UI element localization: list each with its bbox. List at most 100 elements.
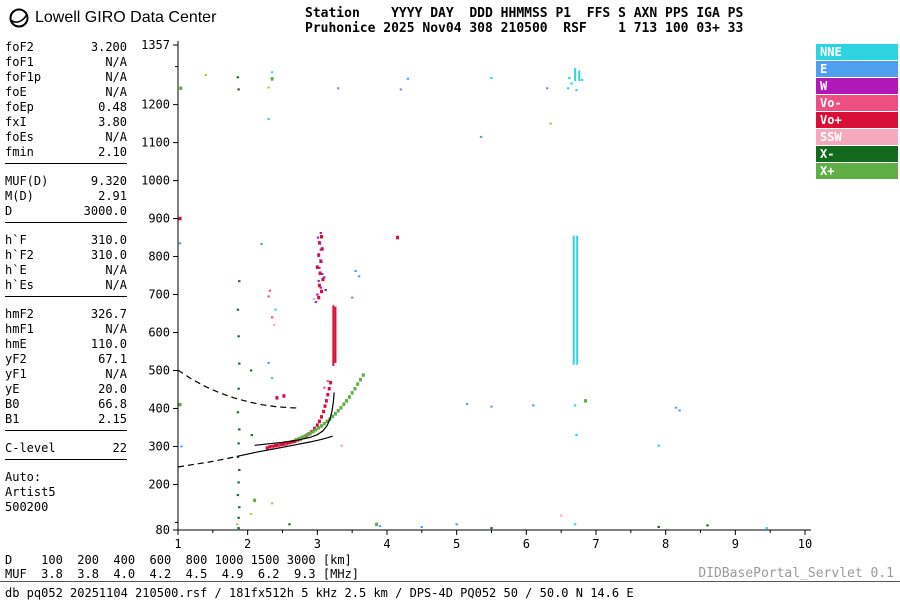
readout-label: yE xyxy=(5,382,20,396)
readout-value: 66.8 xyxy=(98,397,127,411)
y-tick-label: 300 xyxy=(148,439,170,453)
station-header-fields: Station YYYY DAY DDD HHMMSS P1 FFS S AXN… xyxy=(305,6,744,21)
readout-label: h`F xyxy=(5,233,27,247)
y-tick-label: 200 xyxy=(148,477,170,491)
ionogram-plot: 1357120011001000900800700600500400300200… xyxy=(141,38,812,551)
muf-row: MUF 3.8 3.8 4.0 4.2 4.5 4.9 6.2 9.3 [MHz… xyxy=(5,567,360,581)
x-tick-label: 6 xyxy=(523,537,530,551)
readout-group-0: foF2 3.200 foF1 N/A foF1p N/A foE N/A foEp 0.48 fx… xyxy=(5,40,127,164)
echo-series-vo-minus xyxy=(267,289,329,449)
readout-hmf2: hmF2 326.7 xyxy=(5,307,127,322)
readout-value: 22 xyxy=(112,441,127,455)
readout-c-level: C-level 22 xyxy=(5,441,127,456)
logo-text: Lowell GIRO Data Center xyxy=(35,9,217,26)
readout-h-f2: h`F2 310.0 xyxy=(5,248,127,263)
readout-foe: foE N/A xyxy=(5,85,127,100)
readout-label: M(D) xyxy=(5,189,34,203)
readout-group-3: hmF2 326.7 hmF1 N/A hmE 110.0 yF2 67.1 yF1 N/A yE 2… xyxy=(5,307,127,431)
legend-item-w: W xyxy=(816,78,898,94)
y-tick-label: 1357 xyxy=(141,38,170,52)
readout-value: N/A xyxy=(105,367,127,381)
readout-value: 2.91 xyxy=(98,189,127,203)
readout-label: B0 xyxy=(5,397,20,411)
readout-label: yF2 xyxy=(5,352,27,366)
readout-value: 310.0 xyxy=(90,233,127,247)
readout-muf-d-: MUF(D) 9.320 xyxy=(5,174,127,189)
readout-label: h`Es xyxy=(5,278,34,292)
readout-ye: yE 20.0 xyxy=(5,382,127,397)
echo-series-x-minus xyxy=(236,76,709,530)
readout-value: 110.0 xyxy=(90,337,127,351)
readout-value: 326.7 xyxy=(90,307,127,321)
readout-value: 2.10 xyxy=(98,145,127,159)
echo-series-e xyxy=(178,77,681,528)
readout-value: 2.15 xyxy=(98,412,127,426)
y-tick-label: 700 xyxy=(148,288,170,302)
legend-item-x-plus: X+ xyxy=(816,163,898,179)
trace-profile-bottom-extrapolation xyxy=(177,455,241,468)
muf-table: D 100 200 400 600 800 1000 1500 3000 [km… xyxy=(5,553,359,581)
y-tick-label: 900 xyxy=(148,212,170,226)
readout-value: N/A xyxy=(105,55,127,69)
x-tick-label: 10 xyxy=(798,537,812,551)
readout-value: N/A xyxy=(105,263,127,277)
echo-series-ssw xyxy=(272,298,563,517)
echo-series-nne xyxy=(267,71,768,530)
readout-h-e: h`E N/A xyxy=(5,263,127,278)
y-tick-label: 400 xyxy=(148,401,170,415)
legend: NNE E W Vo- Vo+ SSW X- X+ xyxy=(816,44,898,180)
readout-value: N/A xyxy=(105,85,127,99)
readout-label: fmin xyxy=(5,145,34,159)
y-tick-label: 1100 xyxy=(141,136,170,150)
plot-axes xyxy=(173,41,811,535)
legend-item-e: E xyxy=(816,61,898,77)
echo-series-w xyxy=(314,232,327,304)
readout-label: foEp xyxy=(5,100,34,114)
readout-label: C-level xyxy=(5,441,56,455)
legend-item-ssw: SSW xyxy=(816,129,898,145)
readout-h-es: h`Es N/A xyxy=(5,278,127,293)
readout-value: 20.0 xyxy=(98,382,127,396)
readout-m-d-: M(D) 2.91 xyxy=(5,189,127,204)
readout-fxi: fxI 3.80 xyxy=(5,115,127,130)
echo-series-vo-plus xyxy=(178,216,399,450)
trace-o-trace-fit xyxy=(254,392,335,446)
x-tick-label: 1 xyxy=(174,537,181,551)
readout-value: 310.0 xyxy=(90,248,127,262)
readout-label: hmE xyxy=(5,337,27,351)
readout-panel: foF2 3.200 foF1 N/A foF1p N/A foE N/A foEp 0.48 fx… xyxy=(5,40,127,528)
giro-logo-link[interactable]: Lowell GIRO Data Center xyxy=(8,7,216,29)
readout-value: 3000.0 xyxy=(83,204,127,218)
readout-foep: foEp 0.48 xyxy=(5,100,127,115)
y-tick-label: 1000 xyxy=(141,174,170,188)
readout-group-5: Auto: Artist5 500200 xyxy=(5,470,127,518)
y-tick-label: 600 xyxy=(148,326,170,340)
x-tick-label: 9 xyxy=(732,537,739,551)
readout-fof1: foF1 N/A xyxy=(5,55,127,70)
readout-text: 500200 xyxy=(5,500,49,514)
readout-label: yF1 xyxy=(5,367,27,381)
x-tick-label: 5 xyxy=(453,537,460,551)
readout-value: N/A xyxy=(105,70,127,84)
readout-text: Auto: xyxy=(5,470,42,484)
readout-b1: B1 2.15 xyxy=(5,412,127,427)
y-tick-label: 500 xyxy=(148,363,170,377)
x-tick-label: 4 xyxy=(383,537,390,551)
readout-foes: foEs N/A xyxy=(5,130,127,145)
readout-value: 9.320 xyxy=(90,174,127,188)
readout-label: MUF(D) xyxy=(5,174,49,188)
station-header-values: Pruhonice 2025 Nov04 308 210500 RSF 1 71… xyxy=(305,21,744,36)
y-tick-label: 1200 xyxy=(141,98,170,112)
echo-series-off-scale-yellow xyxy=(204,74,552,526)
readout-value: N/A xyxy=(105,130,127,144)
readout-label: foE xyxy=(5,85,27,99)
readout-label: D xyxy=(5,204,13,218)
readout-label: hmF1 xyxy=(5,322,34,336)
readout-value: 0.48 xyxy=(98,100,127,114)
readout-label: h`F2 xyxy=(5,248,34,262)
readout-fmin: fmin 2.10 xyxy=(5,145,127,160)
x-tick-label: 7 xyxy=(592,537,599,551)
readout-hme: hmE 110.0 xyxy=(5,337,127,352)
ionogram-plot-container: 1357 1200 1100 1000 900 800 700 600 500 400 300 200… xyxy=(130,36,830,558)
